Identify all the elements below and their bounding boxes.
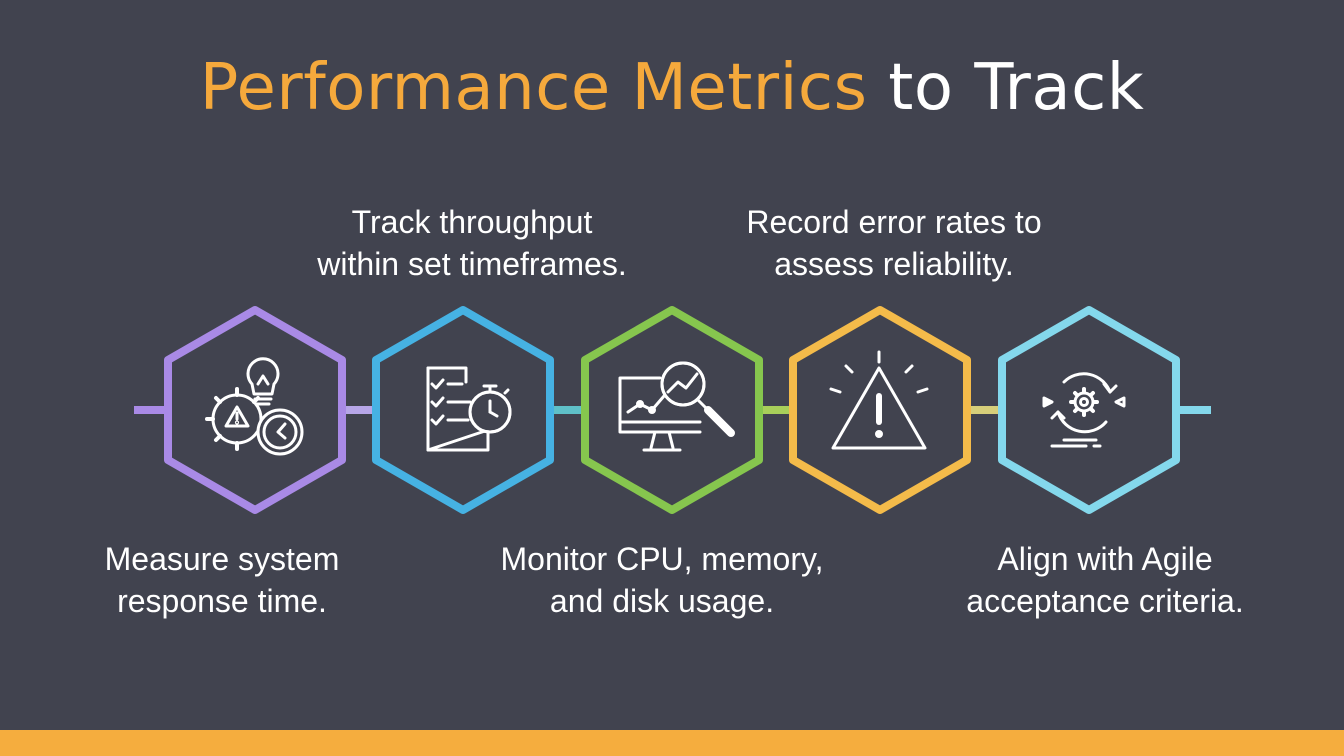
caption-step-1: Measure system response time.	[104, 541, 340, 619]
hexagon-4	[789, 306, 971, 514]
title-accent: Performance Metrics	[199, 51, 868, 125]
page-title: Performance Metrics to Track	[0, 52, 1344, 124]
hexagon-5	[998, 306, 1180, 514]
hexagon-2	[372, 306, 554, 514]
caption-step-4: Record error rates to assess reliability…	[746, 204, 1042, 282]
monitor-magnifier-icon	[618, 361, 735, 452]
checklist-stopwatch-icon	[426, 366, 512, 452]
hexagon-1	[164, 306, 346, 514]
caption-step-5: Align with Agile acceptance criteria.	[966, 541, 1244, 619]
caption-step-3: Monitor CPU, memory, and disk usage.	[500, 541, 824, 619]
title-rest: to Track	[867, 51, 1145, 125]
hexagon-3	[581, 306, 763, 514]
gear-cycle-arrows-icon	[1042, 372, 1126, 448]
warning-triangle-icon	[829, 350, 929, 450]
caption-step-2: Track throughput within set timeframes.	[317, 204, 627, 282]
footer-bar	[0, 730, 1344, 756]
gear-lightbulb-clock-icon	[205, 357, 304, 456]
